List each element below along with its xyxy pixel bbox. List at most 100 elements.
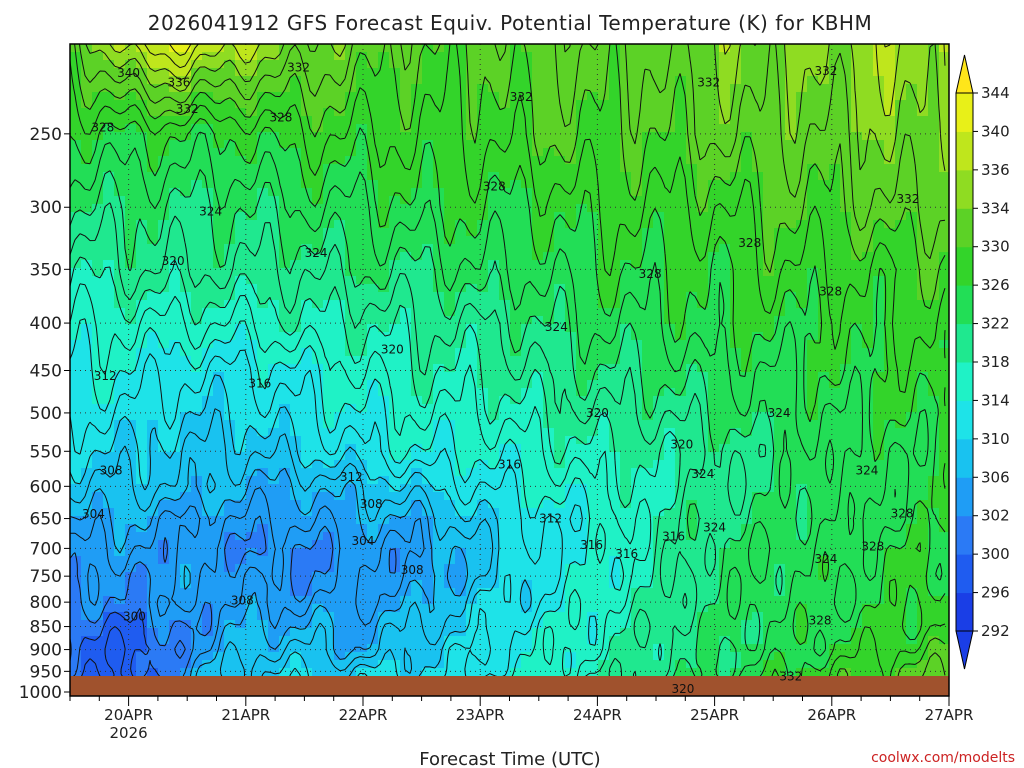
field-cell [675,452,687,461]
field-cell [752,300,764,309]
field-cell [917,252,929,261]
field-cell [818,76,830,85]
field-cell [873,52,885,61]
field-cell [906,100,918,109]
field-cell [290,44,302,53]
field-cell [730,244,742,253]
field-cell [477,300,489,309]
field-cell [686,92,698,101]
field-cell [884,204,896,213]
field-cell [147,388,159,397]
field-cell [70,244,82,253]
field-cell [257,372,269,381]
field-cell [290,300,302,309]
field-cell [609,196,621,205]
field-cell [620,268,632,277]
field-cell [169,236,181,245]
field-cell [499,172,511,181]
field-cell [92,300,104,309]
field-cell [521,404,533,413]
field-cell [917,364,929,373]
field-cell [763,316,775,325]
field-cell [609,444,621,453]
field-cell [312,140,324,149]
field-cell [642,316,654,325]
field-cell [895,396,907,405]
field-cell [675,428,687,437]
field-cell [466,52,478,61]
field-cell [906,132,918,141]
field-cell [268,396,280,405]
field-cell [829,372,841,381]
field-cell [268,428,280,437]
field-cell [565,108,577,117]
field-cell [587,148,599,157]
field-cell [169,452,181,461]
field-cell [312,412,324,421]
field-cell [774,84,786,93]
field-cell [576,484,588,493]
field-cell [917,92,929,101]
field-cell [180,364,192,373]
field-cell [136,268,148,277]
field-cell [785,276,797,285]
field-cell [213,276,225,285]
field-cell [752,164,764,173]
field-cell [851,300,863,309]
field-cell [719,308,731,317]
field-cell [455,140,467,149]
field-cell [576,140,588,149]
field-cell [730,396,742,405]
field-cell [191,468,203,477]
field-cell [444,508,456,517]
field-cell [895,196,907,205]
field-cell [191,172,203,181]
field-cell [279,84,291,93]
field-cell [697,348,709,357]
field-cell [389,196,401,205]
field-cell [598,524,610,533]
field-cell [576,92,588,101]
field-cell [246,532,258,541]
field-cell [609,124,621,133]
field-cell [312,196,324,205]
field-cell [763,212,775,221]
field-cell [301,180,313,189]
field-cell [323,324,335,333]
field-cell [741,404,753,413]
field-cell [939,340,949,349]
field-cell [92,476,104,485]
field-cell [851,148,863,157]
field-cell [532,508,544,517]
field-cell [532,252,544,261]
field-cell [873,108,885,117]
field-cell [708,444,720,453]
field-cell [620,500,632,509]
field-cell [422,228,434,237]
field-cell [708,132,720,141]
field-cell [334,532,346,541]
field-cell [235,516,247,525]
field-cell [653,356,665,365]
field-cell [114,460,126,469]
field-cell [400,380,412,389]
field-cell [444,324,456,333]
field-cell [752,44,764,53]
field-cell [180,236,192,245]
field-cell [884,180,896,189]
field-cell [697,524,709,533]
field-cell [532,452,544,461]
field-cell [719,132,731,141]
field-cell [532,52,544,61]
field-cell [444,116,456,125]
field-cell [840,252,852,261]
field-cell [576,316,588,325]
field-cell [576,172,588,181]
field-cell [114,260,126,269]
field-cell [268,492,280,501]
field-cell [268,292,280,301]
field-cell [235,52,247,61]
field-cell [169,436,181,445]
field-cell [246,132,258,141]
field-cell [92,348,104,357]
